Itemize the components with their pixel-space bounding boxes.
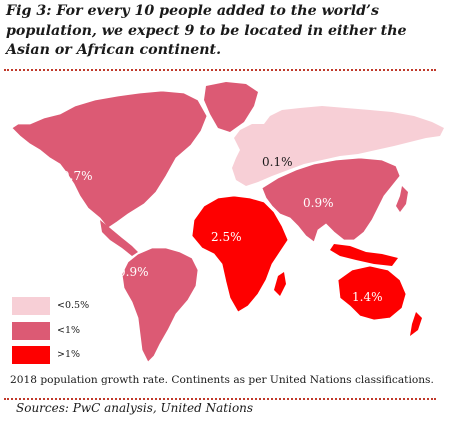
- australia-shape: [337, 265, 407, 321]
- greenland-shape: [204, 82, 258, 132]
- region-asia: 0.9%: [261, 157, 408, 266]
- legend-swatch: [12, 297, 50, 315]
- europe-shape: [232, 106, 444, 186]
- indonesia-shape: [330, 244, 398, 266]
- region-europe: 0.1%: [232, 106, 444, 186]
- legend-label: <0.5%: [57, 300, 90, 311]
- figure-title: Fig 3: For every 10 people added to the …: [6, 3, 407, 58]
- legend-swatch: [12, 322, 50, 340]
- region-oceania: 1.4%: [337, 265, 422, 336]
- north-america-shape: [11, 90, 208, 229]
- africa-value: 2.5%: [211, 230, 242, 244]
- source-line: Sources: PwC analysis, United Nations: [16, 401, 254, 415]
- africa-shape: [191, 195, 289, 313]
- region-south-america: 0.9%: [118, 247, 199, 363]
- south-america-value: 0.9%: [118, 265, 149, 279]
- footnote: 2018 population growth rate. Continents …: [10, 374, 434, 386]
- asia-value: 0.9%: [303, 196, 334, 210]
- legend-label: <1%: [57, 325, 81, 336]
- top-divider: [4, 69, 436, 71]
- world-map: 0.7% 0.9% 0.1% 0.9% 2.5% 1.: [0, 74, 466, 370]
- bottom-divider: [4, 398, 436, 400]
- south-america-shape: [121, 247, 199, 363]
- region-africa: 2.5%: [191, 195, 289, 313]
- asia-shape: [261, 157, 401, 243]
- legend-label: >1%: [57, 349, 81, 360]
- oceania-value: 1.4%: [352, 290, 383, 304]
- new-zealand-shape: [410, 312, 422, 336]
- japan-shape: [396, 186, 408, 212]
- madagascar-shape: [274, 272, 286, 296]
- north-america-value: 0.7%: [62, 169, 93, 183]
- europe-value: 0.1%: [262, 155, 293, 169]
- region-north-america: 0.7%: [11, 82, 258, 256]
- legend-swatch: [12, 346, 50, 364]
- central-america-shape: [100, 220, 138, 256]
